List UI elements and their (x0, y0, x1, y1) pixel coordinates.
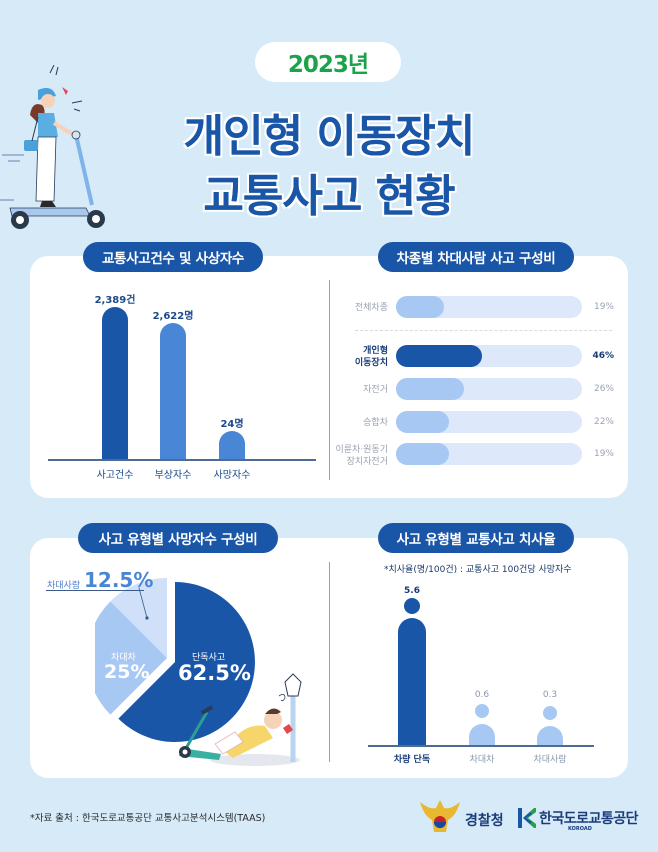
bar-value-label: 0.3 (542, 690, 558, 700)
bar-track (396, 345, 582, 367)
police-emblem-icon (420, 800, 460, 832)
koroad-logo-subtext: KOROAD (568, 826, 592, 832)
section-title-fatality-rate: 사고 유형별 교통사고 치사율 (378, 523, 574, 553)
row-label: 자전거 (363, 385, 388, 395)
panel-divider (329, 280, 330, 480)
person-head-icon (475, 704, 489, 718)
bar-fill (396, 411, 449, 433)
person-head-icon (404, 598, 420, 614)
chart-baseline (48, 459, 316, 461)
pie-chart-death-ratio (95, 578, 255, 742)
data-source-note: *자료 출처 : 한국도로교통공단 교통사고분석시스템(TAAS) (30, 813, 266, 824)
bar-fill (396, 378, 464, 400)
crash-illustration (179, 673, 302, 766)
bar-value-label: 0.6 (474, 690, 490, 700)
bar-deaths (219, 431, 245, 460)
section-title-vehicle-type-ratio: 차종별 차대사람 사고 구성비 (378, 242, 574, 272)
page-title-line1: 개인형 이동장치 (183, 111, 476, 162)
panel-divider (329, 562, 330, 762)
bar-value-label: 5.6 (404, 586, 420, 596)
row-label: 이륜차·원동기 장치자전거 (335, 445, 388, 467)
bar-category-label: 차대차 (469, 755, 495, 765)
pie-label-single: 단독사고 (192, 653, 226, 663)
police-logo-text: 경찰청 (465, 813, 504, 829)
row-label: 개인형 이동장치 (354, 346, 388, 368)
chart-baseline (368, 745, 594, 747)
bar-accidents (102, 307, 128, 460)
bar-fill (396, 296, 444, 318)
section-title-accidents-casualties: 교통사고건수 및 사상자수 (83, 242, 263, 272)
scooter-rider-illustration (0, 65, 105, 229)
bar-category-label: 부상자수 (154, 470, 192, 481)
bar-fill (396, 443, 449, 465)
fatality-rate-note: *치사율(명/100건) : 교통사고 100건당 사망자수 (384, 565, 572, 575)
koroad-logo-text: 한국도로교통공단 (539, 811, 639, 827)
bar-track (396, 378, 582, 400)
dashed-separator (355, 330, 612, 331)
person-head-icon (543, 706, 557, 720)
bar-value-label: 2,622명 (152, 311, 194, 322)
bar-value-label: 24명 (220, 419, 244, 430)
koroad-logo-icon (518, 808, 536, 828)
bar-single-vehicle (398, 618, 426, 746)
bar-track (396, 296, 582, 318)
bar-category-label: 사고건수 (96, 470, 134, 481)
bar-category-label: 차대사람 (533, 755, 567, 765)
bar-injured (160, 323, 186, 460)
bar-car-to-car (469, 724, 495, 746)
bar-track (396, 411, 582, 433)
row-label: 전체차종 (354, 303, 388, 313)
row-percent: 46% (592, 351, 614, 361)
pie-value-pedestrian: 12.5% (84, 568, 154, 592)
pie-value-single: 62.5% (178, 661, 251, 685)
pie-value-car-to-car: 25% (104, 661, 150, 683)
row-percent: 19% (593, 302, 614, 312)
page-title-line2: 교통사고 현황 (203, 171, 455, 222)
bar-category-label: 사망자수 (213, 470, 251, 481)
bar-track (396, 443, 582, 465)
row-percent: 26% (593, 384, 614, 394)
pie-label-pedestrian: 차대사람 (47, 581, 81, 591)
year-badge: 2023년 (255, 42, 401, 82)
section-title-death-ratio-by-type: 사고 유형별 사망자수 구성비 (78, 523, 278, 553)
row-label: 승합차 (363, 418, 388, 428)
bar-category-label: 차량 단독 (393, 755, 431, 765)
row-percent: 22% (593, 417, 614, 427)
pie-label-car-to-car: 차대차 (111, 653, 136, 663)
bar-car-to-pedestrian (537, 726, 563, 746)
bar-fill (396, 345, 482, 367)
row-percent: 19% (593, 449, 614, 459)
bar-value-label: 2,389건 (94, 295, 136, 306)
pie-callout-line (46, 590, 144, 591)
